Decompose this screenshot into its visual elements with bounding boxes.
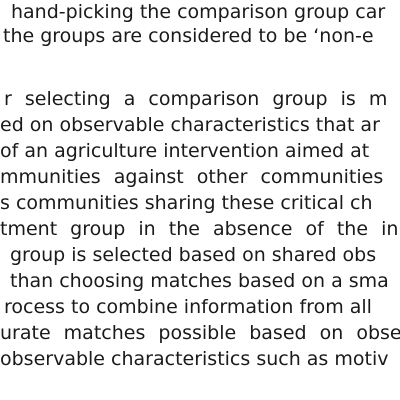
text-line: tment group in the absence of the in [0, 218, 399, 240]
text-line: observable characteristics such as motiv [0, 348, 389, 370]
text-line: the groups are considered to be ‘non-e [3, 25, 374, 47]
text-line: r selecting a comparison group is m [4, 88, 388, 110]
text-line: s communities sharing these critical ch [0, 192, 373, 214]
text-line: rocess to combine information from all [4, 296, 372, 318]
text-line: than choosing matches based on a sma [10, 270, 389, 292]
text-line: mmunities against other communities [0, 166, 384, 188]
text-line: hand-picking the comparison group car [11, 1, 386, 23]
text-line: of an agriculture intervention aimed at [0, 140, 370, 162]
text-line: urate matches possible based on obse [0, 322, 400, 344]
text-line: ed on observable characteristics that ar [0, 114, 380, 136]
text-line: group is selected based on shared obs [10, 244, 377, 266]
